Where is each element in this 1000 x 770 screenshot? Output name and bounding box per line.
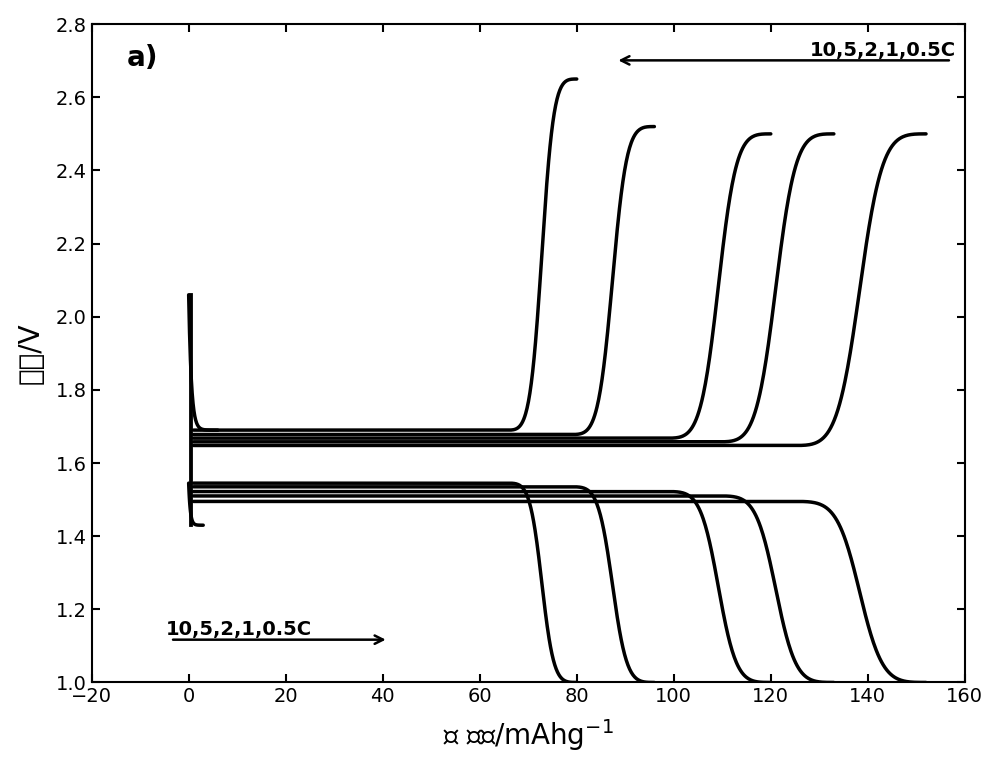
Y-axis label: 电压/V: 电压/V [17,323,45,384]
Text: a): a) [127,44,158,72]
X-axis label: 比 容量/mAhg$^{-1}$: 比 容量/mAhg$^{-1}$ [443,718,614,753]
Text: 10,5,2,1,0.5C: 10,5,2,1,0.5C [166,620,312,639]
Text: 10,5,2,1,0.5C: 10,5,2,1,0.5C [810,41,956,59]
